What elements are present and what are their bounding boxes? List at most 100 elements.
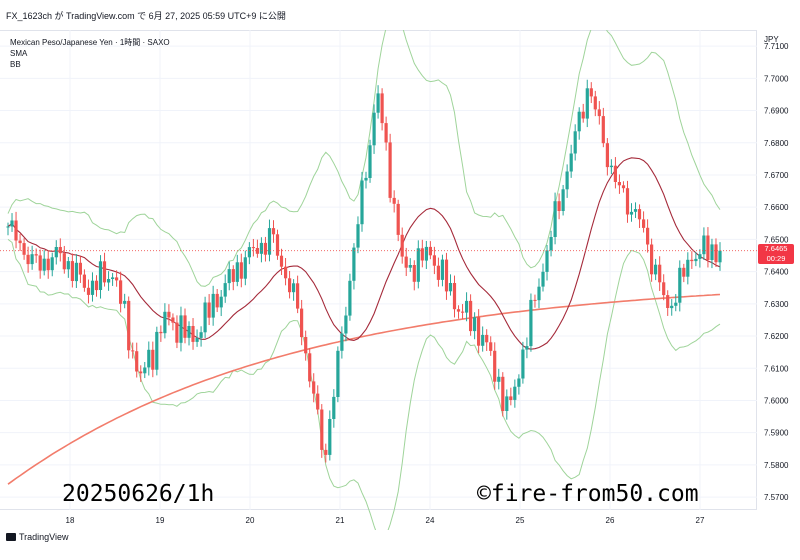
y-tick-label: 7.6000 (764, 396, 789, 405)
candle-body (509, 396, 513, 400)
candle-body (187, 326, 191, 338)
candle-body (513, 386, 517, 400)
price-axis-unit[interactable]: JPY (764, 35, 779, 44)
candle-body (66, 261, 70, 270)
candle-body (320, 409, 324, 450)
candle-body (275, 234, 280, 256)
candle-body (420, 248, 424, 261)
candle-body (412, 265, 416, 282)
candle-body (58, 247, 62, 254)
y-tick-label: 7.6900 (764, 107, 789, 116)
candle-body (10, 220, 14, 227)
candle-body (211, 293, 215, 318)
candle-body (223, 283, 227, 297)
candle-body (416, 248, 420, 282)
plot-area[interactable] (0, 30, 757, 510)
symbol-label[interactable]: Mexican Peso/Japanese Yen · 1時間 · SAXO (10, 38, 170, 47)
candle-body (255, 248, 259, 254)
candle-body (428, 246, 432, 256)
y-tick-label: 7.6100 (764, 364, 789, 373)
candle-body (239, 262, 243, 279)
candle-body (706, 235, 710, 260)
candle-body (243, 257, 247, 279)
candle-body (477, 317, 481, 346)
candle-body (288, 278, 292, 293)
indicator-sma-label[interactable]: SMA (10, 49, 28, 58)
candle-body (682, 267, 686, 277)
candle-body (171, 317, 175, 323)
y-tick-label: 7.6400 (764, 268, 789, 277)
y-tick-label: 7.5800 (764, 461, 789, 470)
candle-body (159, 331, 163, 334)
candle-body (308, 353, 312, 382)
candle-body (78, 262, 82, 275)
chart-legend: Mexican Peso/Japanese Yen · 1時間 · SAXO S… (10, 37, 170, 70)
candle-body (593, 96, 597, 110)
indicator-bb-label[interactable]: BB (10, 60, 21, 69)
candle-body (481, 334, 485, 346)
candle-body (296, 283, 300, 309)
candle-body (292, 283, 296, 293)
candle-body (686, 259, 690, 277)
candle-body (642, 219, 646, 228)
candle-body (235, 262, 239, 282)
bar-countdown: 00:29 (766, 253, 786, 263)
candle-body (436, 265, 440, 280)
y-tick-label: 7.7000 (764, 74, 789, 83)
candle-body (259, 242, 263, 254)
candle-body (517, 378, 521, 387)
candle-body (633, 209, 638, 212)
candle-body (469, 300, 473, 332)
candle-body (86, 287, 91, 295)
candle-body (521, 349, 525, 379)
bb-upper-band (7, 30, 721, 287)
candle-body (215, 293, 219, 308)
candle-body (46, 258, 50, 271)
candle-body (143, 367, 147, 374)
x-tick-label: 24 (426, 516, 435, 525)
candle-body (195, 338, 199, 342)
candle-body (650, 244, 654, 275)
candle-body (718, 250, 722, 263)
candle-body (163, 311, 167, 334)
candle-body (440, 259, 444, 280)
price-chart[interactable]: 7.7100 7.7000 7.6900 7.6800 7.6700 7.6600 7.65… (0, 30, 800, 530)
candle-body (553, 201, 557, 237)
candle-body (324, 449, 328, 455)
candle-body (251, 247, 255, 249)
x-tick-label: 21 (336, 516, 345, 525)
candle-body (541, 271, 545, 287)
candle-body (589, 88, 593, 97)
candle-body (380, 93, 384, 124)
candle-body (151, 349, 155, 370)
candle-body (565, 171, 569, 190)
y-tick-label: 7.6700 (764, 171, 789, 180)
y-tick-label: 7.6800 (764, 139, 789, 148)
candle-body (662, 282, 666, 296)
candle-body (199, 332, 203, 338)
candle-body (525, 346, 529, 350)
candle-body (90, 280, 95, 295)
copyright-watermark: ©fire-from50.com (477, 481, 699, 507)
candle-body (376, 93, 380, 113)
candle-body (613, 165, 617, 182)
candle-body (271, 228, 276, 235)
candle-body (569, 153, 573, 172)
candle-body (219, 296, 223, 308)
candle-body (501, 376, 505, 411)
candle-body (432, 255, 436, 266)
candle-body (62, 253, 66, 270)
candle-body (356, 224, 360, 248)
candle-body (424, 246, 428, 261)
candle-body (34, 254, 38, 256)
candle-body (139, 371, 143, 374)
sma-slow-line (7, 293, 721, 485)
footer: TradingView (0, 528, 800, 560)
candle-body (74, 262, 78, 282)
tradingview-logo[interactable]: TradingView (6, 532, 69, 542)
candle-body (698, 254, 702, 259)
candle-body (336, 350, 340, 397)
candle-body (167, 311, 171, 318)
candle-body (585, 88, 589, 119)
candle-body (30, 254, 34, 265)
